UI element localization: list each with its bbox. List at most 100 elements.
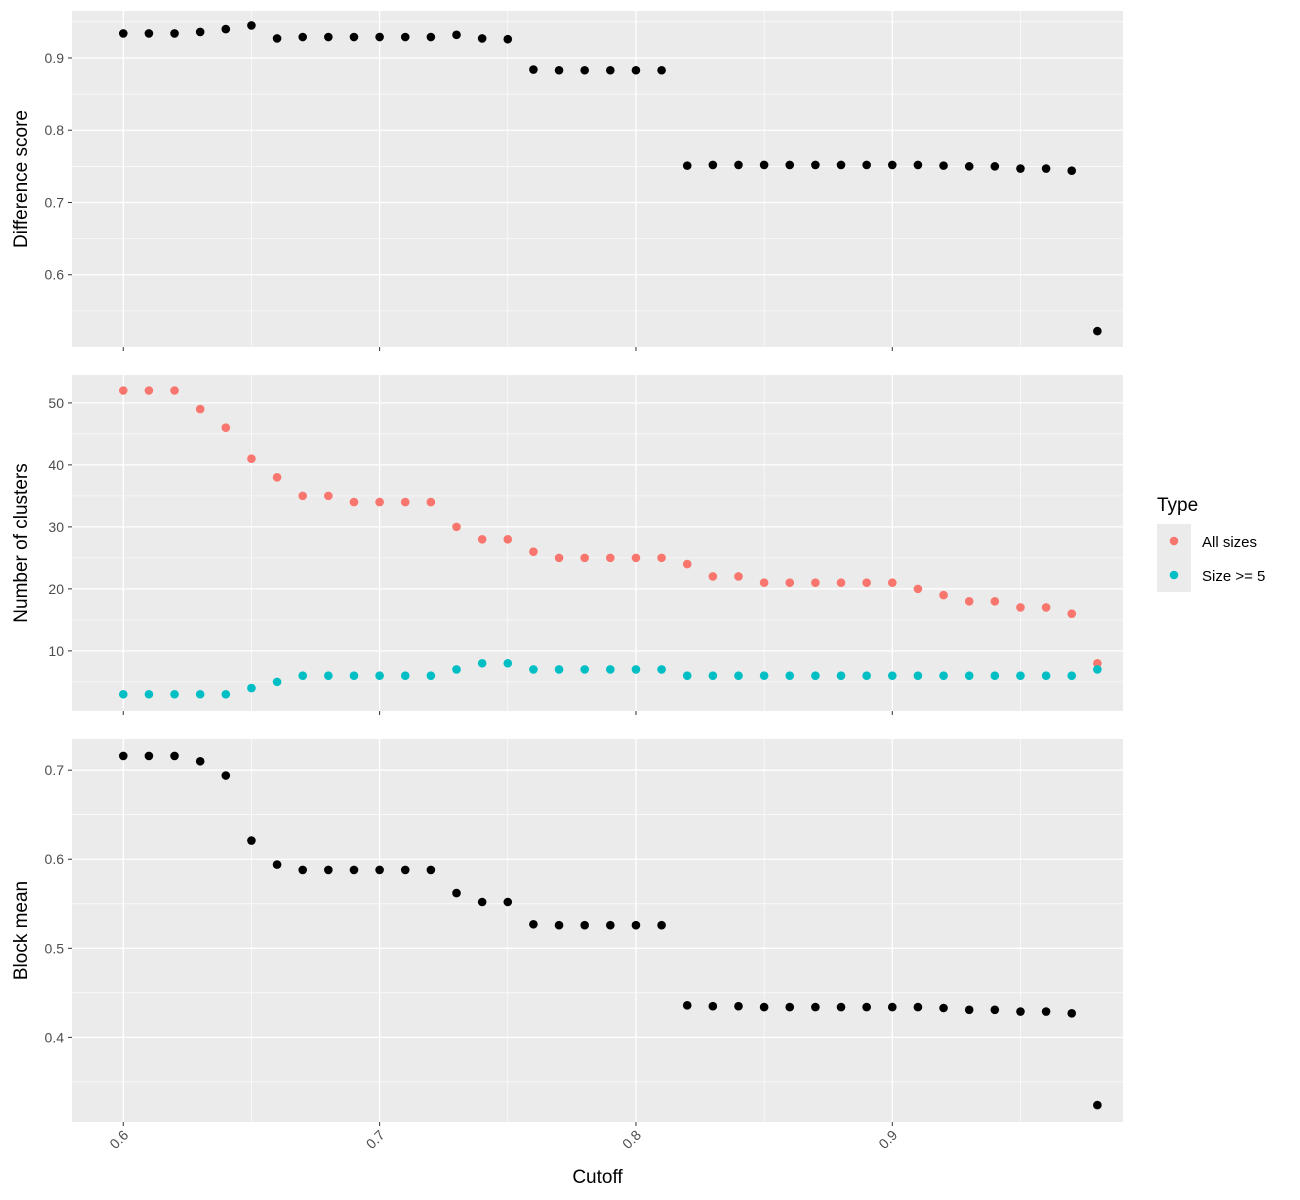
data-point	[836, 578, 846, 587]
data-point	[682, 671, 692, 680]
data-point	[913, 671, 923, 680]
data-point	[734, 671, 743, 680]
data-point	[913, 584, 923, 594]
data-point	[324, 671, 333, 680]
data-point	[811, 671, 820, 680]
legend-label: All sizes	[1202, 534, 1257, 551]
panel-background	[72, 11, 1123, 347]
data-point	[221, 689, 231, 699]
data-point	[785, 578, 795, 587]
y-tick-label: 0.7	[45, 194, 65, 210]
data-point	[144, 751, 154, 761]
data-point	[759, 578, 769, 587]
data-point	[964, 1005, 974, 1015]
data-point	[221, 771, 231, 780]
x-tick-label: 0.8	[619, 1127, 644, 1152]
data-point	[631, 920, 641, 930]
data-point	[580, 553, 589, 563]
y-tick-label: 0.7	[45, 762, 65, 778]
data-point	[811, 578, 820, 587]
data-point	[631, 65, 641, 75]
data-point	[400, 32, 410, 42]
data-point	[272, 677, 282, 687]
data-point	[913, 160, 923, 170]
data-point	[272, 472, 282, 482]
data-point	[913, 1002, 923, 1012]
data-point	[349, 865, 359, 875]
y-tick-label: 40	[48, 457, 64, 473]
data-point	[349, 32, 359, 42]
data-point	[759, 671, 769, 680]
data-point	[400, 497, 410, 507]
series-1	[118, 21, 1102, 336]
data-point	[144, 386, 154, 395]
data-point	[1067, 671, 1077, 680]
data-point	[477, 534, 487, 544]
data-point	[554, 665, 564, 674]
data-point	[862, 671, 871, 680]
data-point	[708, 160, 718, 170]
panel-3: 0.4 0.5 0.6 0.7 Block mean	[11, 739, 1123, 1126]
panel-2: 10 20 30 40 50 Number of clusters	[11, 375, 1123, 715]
data-point	[298, 491, 308, 501]
data-point	[272, 34, 282, 43]
data-point	[503, 34, 513, 44]
data-point	[426, 32, 436, 42]
data-point	[195, 27, 205, 37]
data-point	[580, 665, 589, 674]
data-point	[221, 423, 231, 432]
data-point	[964, 162, 974, 171]
data-point	[657, 920, 666, 930]
data-point	[811, 1002, 820, 1012]
data-point	[554, 65, 564, 75]
panel-background	[72, 375, 1123, 711]
y-tick-label: 0.5	[45, 940, 65, 956]
data-point	[195, 404, 205, 414]
data-point	[682, 559, 692, 569]
series-all-sizes	[118, 386, 1102, 668]
data-point	[349, 497, 359, 507]
data-point	[887, 160, 897, 170]
data-point	[1016, 164, 1025, 173]
data-point	[1067, 166, 1077, 175]
data-point	[375, 865, 384, 875]
x-tick-label: 0.6	[106, 1127, 131, 1152]
data-point	[118, 689, 128, 699]
data-point	[1041, 603, 1051, 612]
data-point	[785, 160, 795, 170]
data-point	[606, 665, 615, 674]
series-1	[118, 751, 1102, 1110]
data-point	[529, 547, 538, 556]
legend-label: Size >= 5	[1202, 568, 1265, 585]
y-tick-label: 10	[48, 643, 64, 659]
data-point	[529, 919, 538, 929]
data-point	[195, 756, 205, 766]
panel-1: 0.6 0.7 0.8 0.9 Difference score	[11, 11, 1123, 351]
data-point	[606, 920, 615, 930]
data-point	[708, 1001, 718, 1011]
data-point	[375, 497, 384, 507]
data-point	[580, 65, 589, 75]
data-point	[298, 32, 308, 42]
data-point	[887, 578, 897, 587]
y-tick-label: 20	[48, 581, 64, 597]
data-point	[759, 160, 769, 170]
data-point	[657, 65, 666, 75]
data-point	[939, 1003, 948, 1013]
data-point	[785, 671, 795, 680]
data-point	[452, 522, 461, 532]
data-point	[631, 665, 641, 674]
data-point	[170, 386, 179, 395]
data-point	[862, 578, 871, 587]
data-point	[477, 658, 487, 668]
data-point	[785, 1002, 795, 1012]
data-point	[247, 21, 256, 30]
data-point	[503, 658, 513, 668]
data-point	[452, 888, 461, 898]
data-point	[452, 665, 461, 674]
y-tick-label: 0.4	[45, 1029, 65, 1045]
data-point	[1041, 671, 1051, 680]
data-point	[118, 386, 128, 395]
data-point	[580, 920, 589, 930]
data-point	[631, 553, 641, 563]
